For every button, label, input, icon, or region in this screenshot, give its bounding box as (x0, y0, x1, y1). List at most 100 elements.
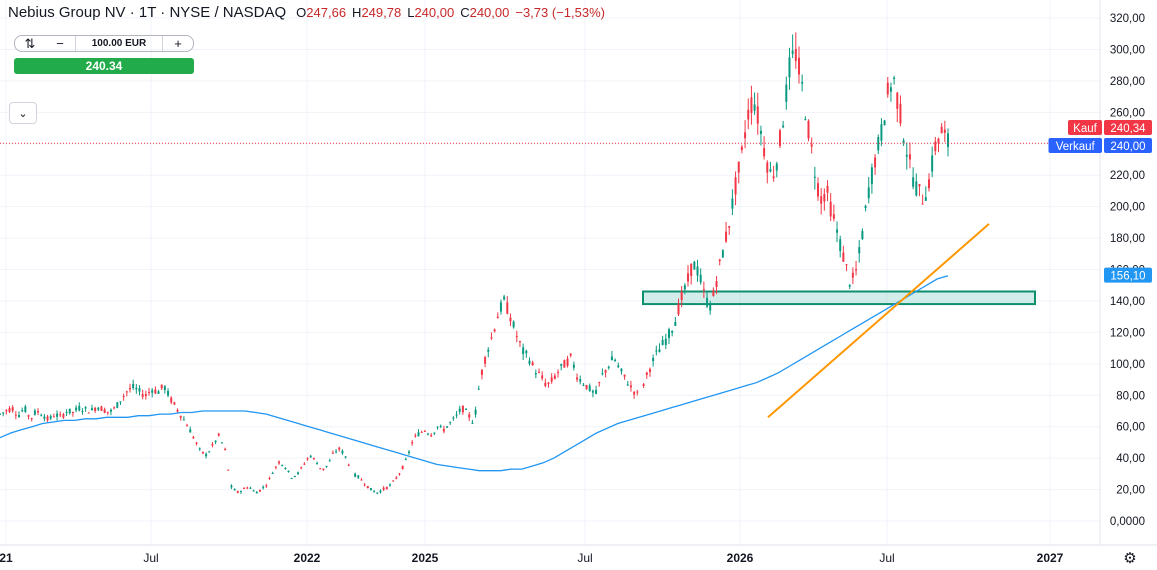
support-zone (642, 290, 1036, 306)
y-tick-label: 0,0000 (1110, 516, 1145, 528)
candle-body (614, 359, 617, 362)
candle-body (461, 405, 464, 413)
candle-body (474, 409, 477, 415)
candle-body (607, 366, 610, 368)
candle-body (281, 464, 284, 466)
candle-body (471, 422, 474, 424)
candle-body (176, 409, 179, 412)
candle-body (8, 408, 11, 413)
candle-body (658, 349, 661, 353)
candle-body (490, 337, 493, 339)
candle-body (826, 185, 829, 193)
candle-body (303, 463, 306, 465)
candle-body (572, 364, 575, 368)
candle-body (449, 422, 452, 424)
candle-body (858, 247, 861, 254)
candle-body (560, 363, 563, 366)
buy-label-tag (1068, 120, 1102, 135)
low-label: L (407, 5, 415, 20)
candle-body (759, 130, 762, 134)
candle-body (547, 382, 550, 384)
candle-body (522, 347, 525, 355)
candle-body (401, 465, 404, 470)
candle-body (354, 473, 357, 477)
candle-body (893, 77, 896, 80)
trendline (767, 223, 990, 419)
candle-body (217, 433, 220, 436)
candle-body (874, 157, 877, 168)
candle-body (2, 412, 5, 414)
chart-grid (0, 0, 1100, 545)
x-tick-label: 2026 (727, 551, 754, 565)
candle-body (744, 132, 747, 139)
candle-body (623, 374, 626, 377)
candle-body (848, 285, 851, 287)
candle-body (566, 358, 569, 366)
candle-body (363, 484, 366, 486)
candle-body (484, 357, 487, 364)
candle-body (382, 487, 385, 490)
candle-body (499, 302, 502, 312)
candle-body (173, 402, 176, 405)
candle-body (233, 489, 236, 491)
candle-body (851, 272, 854, 278)
candle-body (899, 103, 902, 124)
collapse-legend-button[interactable]: ⌄ (9, 102, 37, 124)
candlestick-series (0, 32, 949, 495)
candle-body (842, 252, 845, 262)
candle-body (595, 389, 598, 394)
y-tick-label: 200,00 (1110, 202, 1145, 214)
sell-price-value-box (1104, 138, 1152, 153)
candle-body (896, 92, 899, 109)
candle-body (683, 285, 686, 290)
candle-body (728, 226, 731, 228)
candle-body (706, 297, 709, 307)
amount-input[interactable]: 100.00 EUR (75, 36, 163, 51)
candle-body (877, 136, 880, 151)
candle-body (132, 383, 135, 388)
y-tick-label: 60,00 (1116, 422, 1145, 434)
decrease-amount-button[interactable]: − (56, 36, 64, 51)
support-zone-layer (642, 290, 1036, 306)
candle-body (817, 183, 820, 197)
candle-body (702, 289, 705, 291)
swap-icon[interactable]: ⇅ (24, 35, 36, 51)
candle-body (652, 357, 655, 362)
candle-body (506, 302, 509, 314)
candle-body (699, 274, 702, 283)
candle-body (65, 411, 68, 414)
candle-body (937, 138, 940, 144)
candle-body (252, 490, 255, 492)
candle-body (157, 391, 160, 394)
candle-body (807, 120, 810, 139)
candle-body (740, 146, 743, 151)
candle-body (198, 448, 201, 450)
candle-body (417, 432, 420, 437)
candle-body (617, 365, 620, 368)
increase-amount-button[interactable]: + (174, 36, 182, 51)
candle-body (138, 388, 141, 392)
settings-gear-icon[interactable]: ⚙ (1123, 550, 1137, 567)
candle-body (861, 231, 864, 239)
candle-body (864, 205, 867, 209)
y-tick-label: 260,00 (1110, 107, 1145, 119)
candle-body (671, 331, 674, 333)
candle-body (823, 193, 826, 202)
candle-body (68, 408, 71, 414)
ohlc-legend: Nebius Group NV · 1T · NYSE / NASDAQ O 24… (8, 4, 605, 21)
y-tick-label: 140,00 (1110, 296, 1145, 308)
candle-body (319, 468, 322, 470)
candle-body (718, 259, 721, 262)
candle-body (297, 472, 300, 475)
candle-body (411, 442, 414, 444)
candle-body (934, 141, 937, 152)
candle-body (211, 444, 214, 446)
candle-body (721, 250, 724, 258)
candle-body (610, 356, 613, 361)
x-tick-label: Jul (143, 551, 158, 565)
candle-body (579, 379, 582, 382)
buy-price-button[interactable]: 240.34 (14, 58, 194, 74)
candle-body (236, 491, 239, 493)
low-value: 240,00 (414, 5, 455, 20)
